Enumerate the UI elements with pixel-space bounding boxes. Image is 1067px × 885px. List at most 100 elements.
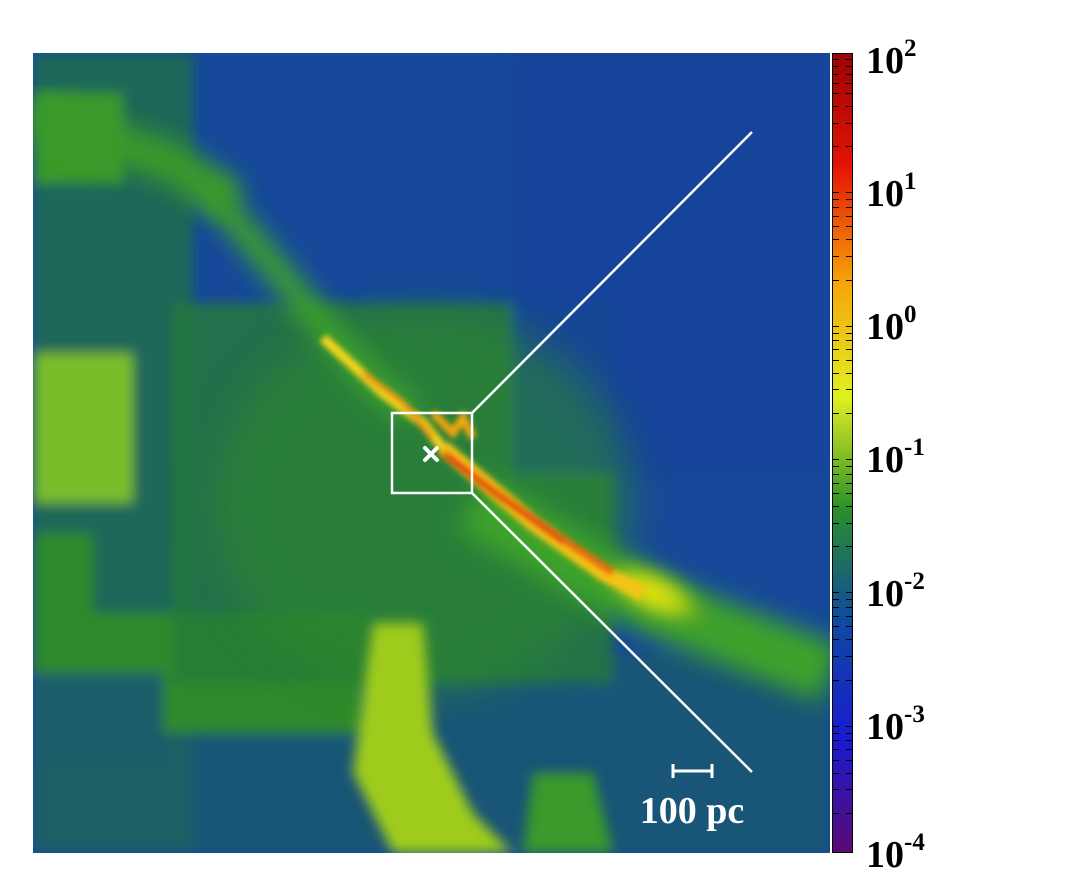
colorbar-minor-tick (846, 66, 853, 67)
colorbar-minor-tick (832, 474, 839, 475)
colorbar-minor-tick (846, 146, 853, 147)
colorbar-minor-tick (832, 326, 839, 327)
colorbar-minor-tick (846, 83, 853, 84)
colorbar-minor-tick (846, 616, 853, 617)
colorbar (832, 53, 853, 853)
colorbar-minor-tick (846, 192, 853, 193)
colorbar-minor-tick (832, 607, 839, 608)
colorbar-minor-tick (832, 123, 839, 124)
colorbar-minor-tick (832, 656, 839, 657)
colorbar-minor-tick (832, 466, 839, 467)
colorbar-minor-tick (846, 546, 853, 547)
colorbar-minor-tick (832, 813, 839, 814)
colorbar-tick-label: 10-4 (866, 829, 925, 876)
colorbar-minor-tick (832, 216, 839, 217)
colorbar-minor-tick (832, 599, 839, 600)
colorbar-minor-tick (846, 599, 853, 600)
scale-bar-label: 100 pc (640, 790, 745, 832)
colorbar-minor-tick (846, 349, 853, 350)
colorbar-minor-tick (846, 207, 853, 208)
colorbar-minor-tick (846, 466, 853, 467)
colorbar-minor-tick (846, 216, 853, 217)
colorbar-minor-tick (832, 93, 839, 94)
colorbar-minor-tick (846, 459, 853, 460)
colorbar-minor-tick (832, 256, 839, 257)
colorbar-minor-tick (846, 106, 853, 107)
colorbar-minor-tick (846, 280, 853, 281)
colorbar-minor-tick (832, 74, 839, 75)
colorbar-minor-tick (832, 493, 839, 494)
colorbar-minor-tick (832, 280, 839, 281)
colorbar-minor-tick (832, 680, 839, 681)
colorbar-minor-tick (846, 523, 853, 524)
colorbar-minor-tick (832, 340, 839, 341)
colorbar-minor-tick (832, 760, 839, 761)
colorbar-minor-tick (832, 789, 839, 790)
colorbar-minor-tick (846, 749, 853, 750)
colorbar-minor-tick (832, 199, 839, 200)
colorbar-minor-tick (832, 66, 839, 67)
density-projection-map: 100 pc (33, 53, 830, 853)
colorbar-minor-tick (832, 459, 839, 460)
colorbar-minor-tick (846, 493, 853, 494)
colorbar-minor-tick (846, 340, 853, 341)
colorbar-minor-tick (846, 326, 853, 327)
colorbar-minor-tick (832, 389, 839, 390)
colorbar-minor-tick (832, 146, 839, 147)
colorbar-minor-tick (832, 506, 839, 507)
colorbar-minor-tick (832, 239, 839, 240)
colorbar-minor-tick (846, 74, 853, 75)
colorbar-minor-tick (846, 226, 853, 227)
colorbar-minor-tick (832, 192, 839, 193)
colorbar-minor-tick (832, 360, 839, 361)
colorbar-tick-label: 10-2 (866, 568, 925, 615)
colorbar-minor-tick (846, 680, 853, 681)
colorbar-minor-tick (832, 83, 839, 84)
colorbar-minor-tick (846, 656, 853, 657)
colorbar-minor-tick (846, 813, 853, 814)
colorbar-minor-tick (832, 483, 839, 484)
colorbar-tick-label: 10-1 (866, 434, 925, 481)
colorbar-minor-tick (846, 607, 853, 608)
colorbar-minor-tick (846, 123, 853, 124)
colorbar-minor-tick (832, 207, 839, 208)
colorbar-minor-tick (846, 59, 853, 60)
colorbar-minor-tick (846, 483, 853, 484)
colorbar-minor-tick (832, 226, 839, 227)
colorbar-minor-tick (832, 333, 839, 334)
colorbar-minor-tick (832, 413, 839, 414)
south-stream (353, 623, 613, 853)
colorbar-minor-tick (832, 626, 839, 627)
colorbar-minor-tick (846, 373, 853, 374)
colorbar-minor-tick (832, 639, 839, 640)
colorbar-minor-tick (846, 333, 853, 334)
colorbar-tick-label: 10-3 (866, 701, 925, 748)
colorbar-minor-tick (846, 789, 853, 790)
colorbar-minor-tick (846, 413, 853, 414)
scale-bar (671, 764, 714, 778)
colorbar-minor-tick (832, 726, 839, 727)
colorbar-minor-tick (832, 59, 839, 60)
colorbar-minor-tick (832, 733, 839, 734)
colorbar-minor-tick (846, 639, 853, 640)
center-marker-icon (423, 446, 439, 462)
colorbar-minor-tick (846, 626, 853, 627)
colorbar-minor-tick (846, 506, 853, 507)
colorbar-minor-tick (832, 592, 839, 593)
colorbar-minor-tick (846, 726, 853, 727)
colorbar-minor-tick (846, 474, 853, 475)
colorbar-minor-tick (832, 523, 839, 524)
hot-filament (319, 334, 647, 601)
colorbar-minor-tick (832, 740, 839, 741)
colorbar-tick-label: 102 (866, 35, 917, 82)
colorbar-minor-tick (832, 616, 839, 617)
colorbar-minor-tick (846, 239, 853, 240)
colorbar-minor-tick (846, 760, 853, 761)
colorbar-minor-tick (846, 740, 853, 741)
colorbar-minor-tick (846, 773, 853, 774)
zoom-box (390, 411, 474, 495)
zoom-line-upper (471, 131, 753, 414)
colorbar-minor-tick (846, 256, 853, 257)
colorbar-minor-tick (832, 546, 839, 547)
central-halo (213, 313, 633, 693)
